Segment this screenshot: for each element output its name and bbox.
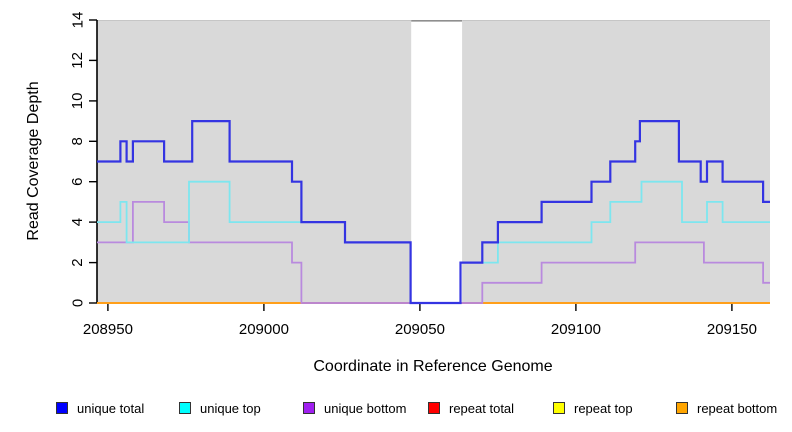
series-line-unique-total	[97, 120, 770, 305]
x-tick-label: 209150	[707, 321, 757, 338]
legend-label: repeat top	[574, 400, 633, 416]
x-tick-label: 209000	[239, 321, 289, 338]
y-tick-label: 14	[69, 12, 86, 29]
legend-swatch-repeat-total	[428, 402, 440, 414]
legend-swatch-unique-bottom	[303, 402, 315, 414]
y-tick-label: 10	[69, 93, 86, 110]
y-tick-label: 4	[69, 218, 86, 226]
series-line-unique-bottom	[97, 201, 770, 304]
legend-label: unique bottom	[324, 400, 407, 416]
x-axis-title: Coordinate in Reference Genome	[313, 358, 553, 375]
legend-label: repeat total	[449, 400, 515, 416]
x-tick-label: 208950	[83, 321, 133, 338]
y-tick-label: 8	[69, 137, 86, 145]
legend-item-repeat-top: repeat top	[553, 400, 633, 416]
legend-item-unique-total: unique total	[56, 400, 145, 416]
y-tick-label: 2	[69, 258, 86, 266]
legend-label: repeat bottom	[697, 400, 778, 416]
y-tick-label: 6	[69, 178, 86, 186]
legend-swatch-unique-top	[179, 402, 191, 414]
y-axis-title: Read Coverage Depth	[25, 81, 42, 241]
no-data-gap-band	[411, 20, 463, 303]
legend-item-repeat-bottom: repeat bottom	[676, 400, 778, 416]
legend-swatch-repeat-bottom	[676, 402, 688, 414]
legend-swatch-unique-total	[56, 402, 68, 414]
y-tick-label: 0	[69, 299, 86, 307]
legend-item-repeat-total: repeat total	[428, 400, 515, 416]
chart-canvas: 0 2 4 6 8 10 12 14 208950 209000 209050 209100 20915…	[69, 12, 770, 338]
legend-label: unique top	[200, 400, 261, 416]
x-tick-label: 209050	[395, 321, 445, 338]
legend-swatch-repeat-top	[553, 402, 565, 414]
x-tick-label: 209100	[551, 321, 601, 338]
legend-item-unique-bottom: unique bottom	[303, 400, 407, 416]
legend-label: unique total	[77, 400, 145, 416]
legend-item-unique-top: unique top	[179, 400, 261, 416]
y-tick-label: 12	[69, 52, 86, 69]
